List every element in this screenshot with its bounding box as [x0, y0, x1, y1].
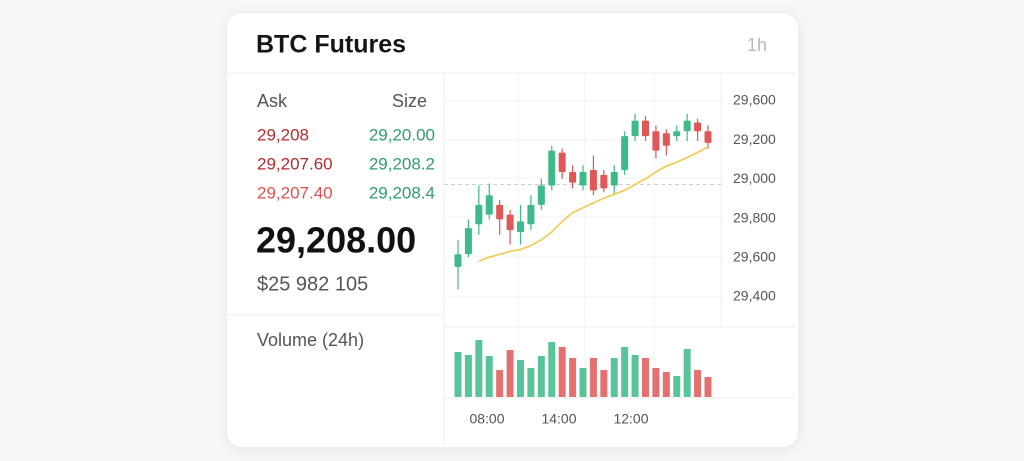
volume-bar	[464, 355, 472, 397]
ask-price: 29,207.60	[257, 154, 333, 173]
candle-body	[579, 171, 587, 186]
volume-bar	[642, 358, 649, 397]
volume-bar	[569, 358, 577, 397]
interval[interactable]: 1h	[747, 35, 767, 55]
y-axis-label: 29,800	[733, 209, 776, 225]
volume-bar	[673, 376, 681, 397]
y-axis-label: 29,600	[733, 249, 776, 265]
candle-body	[673, 131, 681, 137]
candle-body	[464, 228, 472, 255]
volume-bar	[621, 347, 629, 397]
x-axis-label: 08:00	[469, 411, 504, 427]
y-axis-label: 29,200	[733, 131, 776, 147]
volume-bar	[558, 347, 566, 397]
candle-body	[537, 185, 545, 205]
ask-size: 29,208.4	[369, 183, 435, 202]
volume-bar	[704, 377, 712, 397]
candle-body	[642, 120, 649, 137]
volume-bar	[683, 349, 691, 397]
candle-body	[485, 195, 493, 215]
volume-bar	[589, 358, 597, 397]
volume-label: Volume (24h)	[257, 330, 364, 350]
candle-body	[548, 150, 556, 186]
volume-bar	[475, 340, 483, 397]
candle-body	[621, 136, 629, 171]
volume-bar	[548, 342, 556, 397]
column-header: Ask	[257, 91, 288, 111]
candle-body	[600, 174, 608, 189]
volume-bar	[610, 358, 618, 397]
volume-bar	[579, 368, 587, 397]
volume-bar	[652, 368, 660, 397]
volume-bar	[454, 352, 462, 397]
y-axis-label: 29,600	[733, 92, 776, 108]
title: BTC Futures	[256, 31, 406, 59]
candle-body	[683, 120, 691, 132]
candle-body	[506, 214, 514, 231]
column-header: Size	[392, 91, 427, 111]
candle-body	[569, 171, 577, 183]
volume-usd: $25 982 105	[257, 273, 368, 295]
candle-body	[558, 152, 566, 172]
candle-body	[652, 131, 660, 151]
candle-body	[662, 133, 670, 146]
candle-body	[589, 170, 597, 191]
volume-bar	[662, 372, 670, 397]
ask-size: 29,208.2	[369, 154, 435, 173]
moving-average	[478, 146, 709, 262]
ask-price: 29,207.40	[257, 183, 333, 202]
volume-bar	[485, 356, 493, 397]
volume-bar	[517, 360, 524, 397]
candle-body	[610, 171, 618, 186]
x-axis-label: 14:00	[541, 411, 576, 427]
candle-body	[517, 221, 524, 233]
last-price: 29,208.00	[256, 220, 416, 261]
y-axis-label: 29,000	[733, 170, 776, 186]
candle-body	[527, 204, 535, 225]
volume-bar	[600, 370, 608, 397]
volume-bar	[631, 355, 639, 397]
volume-bar	[537, 356, 545, 397]
y-axis-label: 29,400	[733, 288, 776, 304]
candle-body	[475, 204, 483, 225]
candle-body	[496, 204, 504, 220]
candle-body	[694, 122, 702, 132]
ask-price: 29,208	[257, 125, 309, 144]
x-axis-label: 12:00	[613, 411, 648, 427]
candle-body	[454, 254, 462, 267]
candle-body	[704, 131, 712, 143]
ask-size: 29,20.00	[369, 125, 435, 144]
volume-bar	[527, 368, 535, 397]
volume-bar	[694, 370, 702, 397]
volume-bar	[506, 350, 514, 397]
volume-bar	[496, 370, 504, 397]
candle-body	[631, 120, 639, 137]
